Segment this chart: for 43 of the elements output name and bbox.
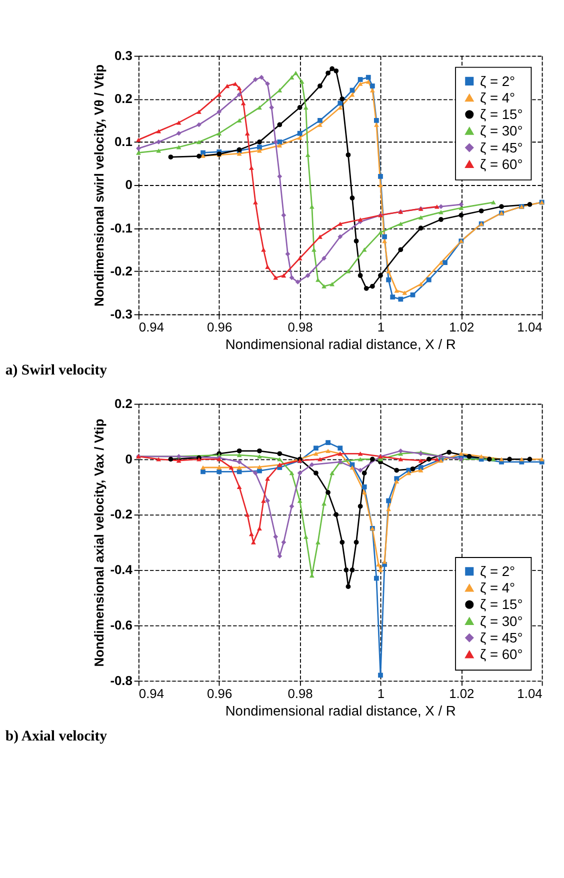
y-axis-title: Nondimensional swirl velocity, Vθ / Vtip: [92, 64, 107, 306]
y-tick-label: -0.2: [110, 263, 132, 278]
legend-label: ζ = 4°: [480, 89, 516, 106]
y-tick-label: 0.2: [114, 396, 132, 411]
y-tick-label: -0.1: [110, 220, 132, 236]
legend-label: ζ = 15°: [480, 596, 523, 612]
x-axis-title: Nondimensional radial distance, X / R: [225, 702, 456, 718]
legend-label: ζ = 45°: [480, 139, 523, 156]
y-axis-title: Nondimensional axial velocity, Vax / Vtip: [92, 418, 107, 667]
text: b) Axial velocity: [5, 728, 108, 745]
x-tick-label: 0.96: [207, 319, 232, 334]
y-tick-label: 0.1: [114, 134, 132, 150]
y-tick-label: 0: [125, 451, 132, 466]
x-tick-label: 0.94: [138, 686, 164, 701]
x-tick-label: 1.02: [449, 686, 474, 701]
y-tick-label: -0.3: [110, 306, 132, 322]
x-axis-title: Nondimensional radial distance, X / R: [225, 336, 456, 352]
y-tick-label: -0.6: [110, 618, 132, 632]
y-tick-label: -0.8: [110, 672, 132, 688]
y-tick-label: -0.2: [110, 506, 132, 522]
x-tick-label: 1.04: [517, 686, 542, 701]
y-tick-label: 0: [125, 177, 132, 192]
legend-label: ζ = 45°: [480, 629, 523, 646]
y-tick-label: 0.3: [114, 48, 132, 63]
legend-label: ζ = 2°: [480, 562, 516, 579]
legend-label: ζ = 30°: [480, 612, 523, 629]
legend-label: ζ = 4°: [480, 580, 516, 596]
text: a) Swirl velocity: [5, 362, 108, 378]
x-tick-label: 0.96: [207, 686, 232, 701]
x-tick-label: 1: [377, 686, 385, 701]
x-tick-label: 0.98: [288, 686, 313, 701]
legend-label: ζ = 60°: [480, 156, 523, 172]
legend-label: ζ = 30°: [480, 122, 523, 139]
legend-label: ζ = 15°: [480, 106, 523, 122]
x-tick-label: 1.02: [449, 319, 474, 334]
y-tick-label: 0.2: [114, 91, 132, 106]
x-tick-label: 1: [377, 319, 385, 334]
x-tick-label: 1.04: [517, 319, 542, 334]
x-tick-label: 0.98: [288, 319, 313, 334]
legend-label: ζ = 60°: [480, 646, 523, 662]
x-tick-label: 0.94: [138, 319, 164, 334]
y-tick-label: -0.4: [110, 562, 134, 578]
legend-label: ζ = 2°: [480, 72, 516, 89]
